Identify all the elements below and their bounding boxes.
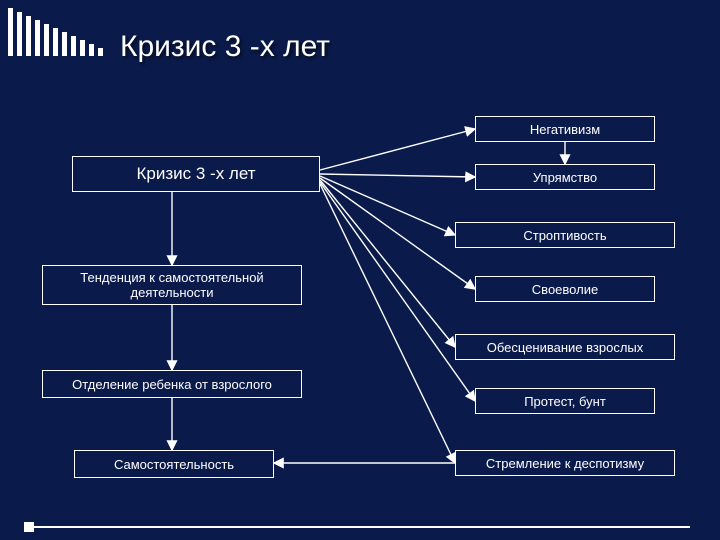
bar-segment bbox=[71, 36, 76, 56]
bar-segment bbox=[62, 32, 67, 56]
bar-segment bbox=[44, 24, 49, 56]
bar-segment bbox=[17, 12, 22, 56]
node-sep: Отделение ребенка от взрослого bbox=[42, 370, 302, 398]
node-self: Самостоятельность bbox=[74, 450, 274, 478]
node-prot: Протест, бунт bbox=[475, 388, 655, 414]
node-tend: Тенденция к самостоятельной деятельности bbox=[42, 265, 302, 305]
bar-segment bbox=[80, 40, 85, 56]
bar-segment bbox=[8, 8, 13, 56]
node-main: Кризис 3 -х лет bbox=[72, 156, 320, 192]
edge-main-desp bbox=[320, 184, 455, 463]
edge-main-obes bbox=[320, 180, 455, 347]
bar-segment bbox=[26, 16, 31, 56]
edge-main-upr bbox=[320, 174, 475, 177]
decorative-bars bbox=[8, 8, 103, 56]
node-obes: Обесценивание взрослых bbox=[455, 334, 675, 360]
node-desp: Стремление к деспотизму bbox=[455, 450, 675, 476]
edge-main-prot bbox=[320, 182, 475, 401]
slide-title: Кризис 3 -х лет bbox=[120, 30, 330, 64]
edge-main-svoe bbox=[320, 178, 475, 289]
bar-segment bbox=[35, 20, 40, 56]
node-neg: Негативизм bbox=[475, 116, 655, 142]
node-strop: Строптивость bbox=[455, 222, 675, 248]
node-svoe: Своеволие bbox=[475, 276, 655, 302]
footer-rule bbox=[30, 526, 690, 528]
bar-segment bbox=[53, 28, 58, 56]
footer-dot bbox=[24, 522, 34, 532]
edge-main-neg bbox=[320, 129, 475, 170]
bar-segment bbox=[98, 48, 103, 56]
node-upr: Упрямство bbox=[475, 164, 655, 190]
bar-segment bbox=[89, 44, 94, 56]
edge-main-strop bbox=[320, 176, 455, 235]
